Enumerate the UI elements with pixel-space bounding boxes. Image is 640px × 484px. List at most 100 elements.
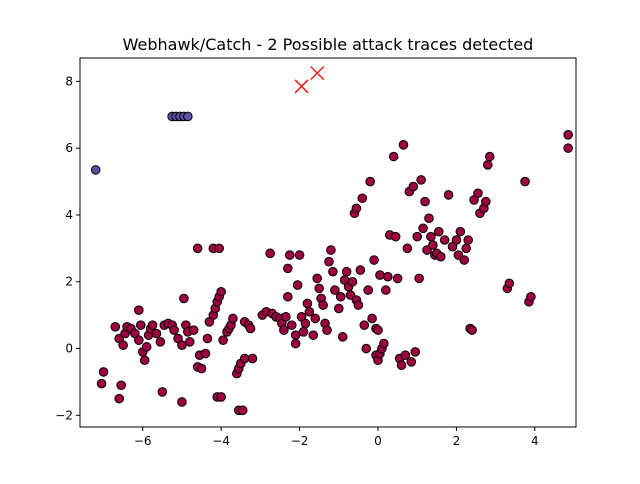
main-cluster-point: [361, 343, 372, 354]
main-cluster-point: [459, 255, 470, 265]
main-cluster-point: [473, 188, 483, 199]
main-cluster-point: [188, 325, 199, 335]
attack-trace-marker: [294, 79, 309, 94]
main-cluster-point: [202, 333, 213, 344]
x-tick-label: 4: [531, 434, 539, 448]
main-cluster-point: [520, 176, 530, 187]
main-cluster-point: [179, 293, 189, 304]
main-cluster-point: [141, 342, 152, 352]
main-cluster-point: [563, 130, 573, 140]
main-cluster-point: [481, 196, 491, 207]
main-cluster-point: [463, 235, 473, 245]
main-cluster-point: [312, 273, 323, 284]
main-cluster-point: [365, 176, 375, 187]
main-cluster-point: [98, 367, 109, 377]
main-cluster-point: [455, 226, 466, 237]
main-cluster-point: [184, 337, 195, 347]
main-cluster-point: [363, 285, 373, 295]
main-cluster-point: [375, 270, 385, 280]
main-cluster-point: [357, 193, 368, 204]
main-cluster-point: [216, 392, 226, 402]
main-cluster-point: [326, 245, 336, 255]
main-cluster-point: [400, 350, 411, 361]
attack-trace-marker-stroke: [294, 79, 309, 94]
outlier-cluster-point: [90, 165, 101, 175]
main-cluster-point: [526, 291, 536, 302]
main-cluster-point: [216, 286, 226, 297]
main-cluster-point: [482, 160, 493, 170]
main-cluster-point: [484, 151, 495, 162]
main-cluster-point: [169, 325, 179, 335]
main-cluster-point: [443, 190, 454, 200]
axes-frame: [79, 57, 577, 428]
main-cluster-point: [328, 266, 338, 277]
y-tick-label: −2: [55, 408, 73, 422]
y-axis: −2 0 2 4 6 8: [55, 74, 80, 422]
attack-trace-marker: [310, 66, 325, 80]
main-cluster-point: [281, 312, 291, 322]
main-cluster-point: [424, 213, 434, 224]
main-cluster-point: [330, 285, 340, 295]
main-cluster-point: [418, 223, 428, 234]
main-cluster-point: [402, 243, 413, 254]
main-cluster-point: [390, 231, 401, 242]
main-cluster-point: [355, 265, 366, 275]
x-tick-label: −6: [134, 434, 152, 448]
main-cluster-point: [292, 280, 303, 290]
main-cluster-point: [563, 143, 573, 153]
main-cluster-point: [228, 313, 238, 324]
main-cluster-point: [218, 335, 228, 345]
main-cluster-point: [369, 255, 379, 265]
main-cluster-point: [367, 313, 377, 324]
main-cluster-point: [192, 243, 203, 254]
main-cluster-point: [196, 363, 207, 374]
main-cluster-point: [451, 235, 462, 245]
main-cluster-point: [322, 325, 332, 335]
main-cluster-point: [398, 140, 409, 150]
main-cluster-point: [118, 340, 128, 350]
main-cluster-point: [304, 306, 315, 317]
main-cluster-point: [414, 273, 424, 284]
main-cluster-point: [200, 348, 211, 359]
main-cluster-point: [335, 291, 346, 302]
main-cluster-point: [135, 320, 146, 330]
main-cluster-point: [177, 340, 187, 350]
main-cluster-point: [265, 248, 275, 259]
main-cluster-point: [412, 231, 423, 242]
main-cluster-point: [284, 250, 295, 260]
main-cluster-point: [134, 305, 144, 315]
main-cluster-point: [426, 231, 436, 242]
y-tick-label: 2: [65, 275, 73, 289]
main-cluster-point: [290, 330, 301, 340]
x-tick-label: 0: [374, 434, 382, 448]
main-cluster-point: [294, 250, 305, 260]
main-cluster-point: [214, 243, 224, 254]
main-cluster-point: [388, 151, 399, 162]
y-tick-label: 8: [65, 74, 73, 88]
main-cluster-point: [310, 313, 321, 324]
main-cluster-point: [379, 338, 389, 349]
main-cluster-point: [245, 323, 256, 334]
main-cluster-point: [96, 378, 107, 389]
attack-trace-marker-stroke: [310, 66, 325, 80]
main-cluster-point: [300, 318, 311, 329]
main-cluster-point: [382, 271, 393, 282]
main-cluster-point: [283, 263, 293, 274]
main-cluster-point: [177, 397, 187, 407]
main-cluster-point: [314, 283, 324, 294]
main-cluster-point: [504, 278, 515, 289]
main-cluster-point: [351, 203, 362, 214]
main-cluster-point: [420, 196, 430, 207]
chart-title: Webhawk/Catch - 2 Possible attack traces…: [123, 35, 534, 54]
main-cluster-point: [239, 353, 250, 364]
main-cluster-point: [439, 235, 450, 245]
main-cluster-point: [324, 256, 334, 267]
x-tick-label: 2: [453, 434, 461, 448]
main-cluster-point: [341, 266, 352, 277]
main-cluster-point: [435, 251, 446, 262]
main-cluster-point: [467, 325, 477, 335]
main-cluster-point: [318, 300, 328, 310]
main-cluster-point: [147, 320, 158, 330]
main-cluster-point: [151, 328, 162, 339]
